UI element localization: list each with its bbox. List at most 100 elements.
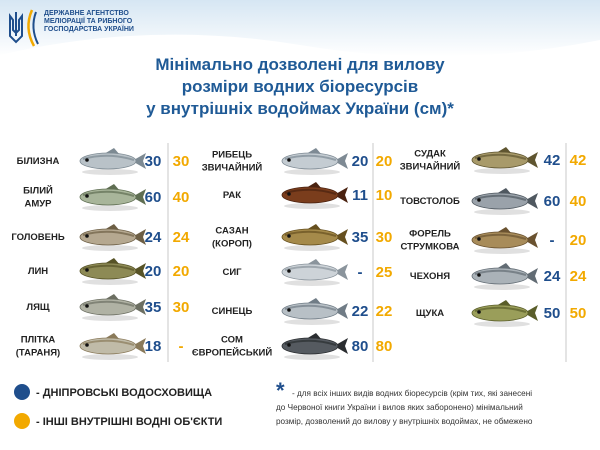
fish-icon [471, 147, 538, 174]
fish-name: ГОЛОВЕНЬ [11, 232, 65, 243]
fish-back [474, 194, 527, 201]
fish-name: ЛЯЩ [26, 302, 49, 313]
fish-eye [287, 192, 291, 196]
value-dnipro: 42 [544, 152, 561, 169]
fish-eye [85, 268, 89, 272]
value-dnipro: 35 [145, 299, 162, 316]
fish-eye [287, 234, 291, 238]
fish-shadow [284, 280, 340, 286]
fish-icon [79, 184, 146, 211]
fish-name: СИНЕЦЬ [212, 306, 253, 317]
fish-eye [287, 343, 291, 347]
fish-icon [281, 224, 348, 251]
fish-icon [281, 148, 348, 175]
fish-tail [524, 232, 538, 248]
fish-eye [85, 194, 89, 198]
value-other: 42 [570, 152, 587, 169]
value-dnipro: - [358, 264, 363, 281]
value-other: 30 [173, 153, 190, 170]
footnote-line: - для всіх інших видів водних біоресурсі… [292, 389, 532, 398]
value-dnipro: 18 [145, 338, 162, 355]
fish-name: РИБЕЦЬ [212, 150, 252, 161]
value-dnipro: 60 [544, 193, 561, 210]
fish-shadow [284, 319, 340, 325]
org-name: ГОСПОДАРСТВА УКРАЇНИ [44, 25, 134, 33]
fish-eye [477, 198, 481, 202]
value-dnipro: 22 [352, 303, 369, 320]
fish-back [284, 265, 337, 272]
fish-eye [287, 158, 291, 162]
title: у внутрішніх водоймах України (см)* [146, 99, 454, 118]
value-dnipro: 80 [352, 338, 369, 355]
fish-tail [132, 153, 146, 169]
fish-back [82, 154, 135, 161]
fish-icon [471, 263, 538, 290]
value-other: 80 [376, 338, 393, 355]
fish-tail [334, 153, 348, 169]
fish-name: ЛИН [28, 266, 48, 277]
title: Мінімально дозволені для вилову [155, 55, 445, 74]
fish-name: АМУР [24, 199, 52, 210]
fish-name: ЗВИЧАЙНИЙ [202, 162, 263, 174]
fish-name: ТОВСТОЛОБ [400, 196, 460, 207]
value-other: 10 [376, 187, 393, 204]
value-other: 40 [173, 189, 190, 206]
fish-shadow [474, 284, 530, 290]
fish-eye [287, 308, 291, 312]
fish-back [474, 269, 527, 276]
fish-back [474, 306, 527, 313]
fish-icon [471, 188, 538, 215]
fish-tail [334, 187, 348, 203]
fish-icon [281, 182, 348, 209]
value-dnipro: 20 [352, 153, 369, 170]
fish-back [82, 264, 135, 271]
legend-label: - ІНШІ ВНУТРІШНІ ВОДНІ ОБ'ЄКТИ [36, 416, 222, 428]
value-other: 20 [173, 263, 190, 280]
footnote-mark: * [276, 378, 285, 403]
fish-back [284, 188, 337, 195]
fish-name: САЗАН [215, 226, 248, 237]
fish-name: БІЛИЙ [23, 185, 53, 197]
value-dnipro: 24 [145, 229, 162, 246]
fish-name: СТРУМКОВА [401, 242, 460, 253]
fish-shadow [82, 205, 138, 211]
fish-shadow [474, 248, 530, 254]
fish-name: ЩУКА [416, 308, 444, 319]
value-dnipro: - [550, 232, 555, 249]
fish-tail [334, 229, 348, 245]
value-other: 20 [570, 232, 587, 249]
fish-tail [524, 268, 538, 284]
fish-back [284, 230, 337, 237]
header-wave [0, 0, 600, 57]
value-dnipro: 24 [544, 268, 561, 285]
footnote-line: розмір, дозволений до вилову у внутрішні… [276, 417, 533, 426]
fish-eye [477, 237, 481, 241]
value-other: 30 [173, 299, 190, 316]
value-dnipro: 60 [145, 189, 162, 206]
fish-back [284, 339, 337, 346]
fish-eye [477, 273, 481, 277]
fish-name: БІЛИЗНА [17, 156, 60, 167]
fish-back [82, 300, 135, 307]
fish-tail [132, 189, 146, 205]
logo [9, 9, 39, 47]
fish-shadow [284, 245, 340, 251]
fish-tail [334, 303, 348, 319]
fish-shadow [82, 354, 138, 360]
value-dnipro: 50 [544, 305, 561, 322]
fish-eye [85, 234, 89, 238]
fish-tail [524, 152, 538, 168]
fish-eye [477, 310, 481, 314]
footnote-line: до Червоної книги України і вилов яких з… [276, 403, 523, 412]
value-other: - [179, 338, 184, 355]
fish-eye [85, 158, 89, 162]
title: розміри водних біоресурсів [182, 77, 418, 96]
fish-eye [477, 157, 481, 161]
fish-icon [79, 333, 146, 360]
fish-icon [79, 258, 146, 285]
value-dnipro: 35 [352, 229, 369, 246]
fish-shadow [284, 169, 340, 175]
fish-name: ЄВРОПЕЙСЬКИЙ [192, 347, 273, 359]
fish-name: (ТАРАНЯ) [16, 348, 60, 359]
